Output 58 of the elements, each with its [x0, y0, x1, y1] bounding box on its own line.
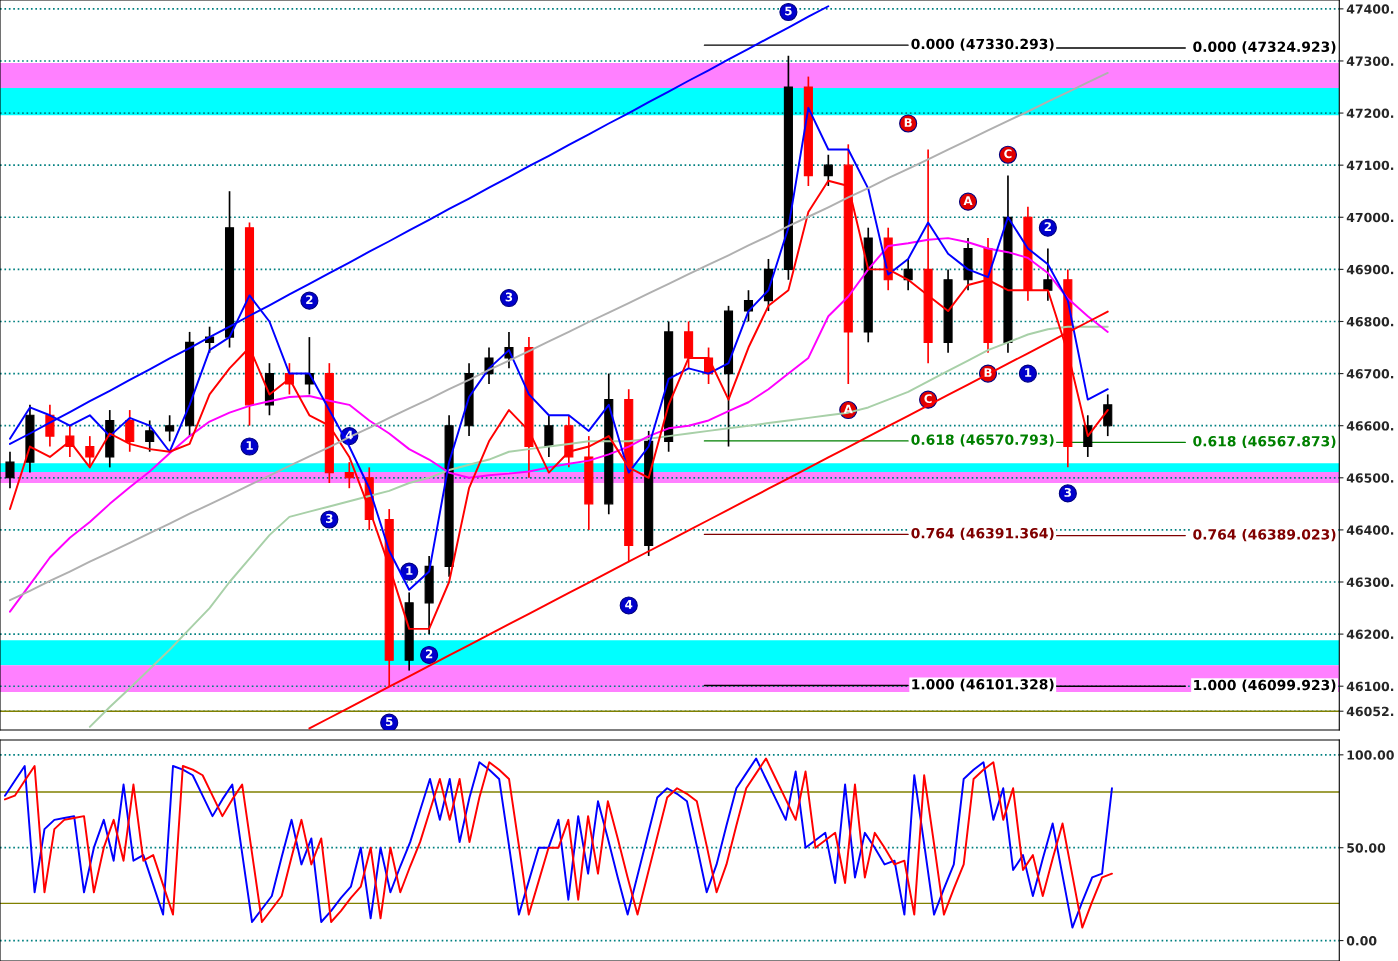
annotation: 2 [1044, 222, 1051, 231]
y-tick-label: 46900. [1346, 264, 1394, 275]
ref-line-label: 1.000 (46099.923) [1194, 679, 1336, 692]
y-tick-label: 50.00 [1347, 843, 1386, 853]
y-tick-label: 46300. [1346, 577, 1394, 587]
ref-line-label: 0.000 (47324.923) [1193, 41, 1336, 54]
candlestick [145, 419, 155, 453]
annotation: A [963, 196, 973, 205]
annotation: 5 [785, 6, 792, 16]
annotation: 2 [306, 295, 313, 304]
y-tick-label: 47200. [1346, 108, 1394, 118]
y-tick-label: 46052. [1346, 706, 1394, 717]
annotation: 3 [1064, 487, 1071, 497]
ref-line-label: 0.764 (46389.023) [1193, 528, 1336, 542]
ref-line-label: 1.000 (46101.328) [912, 678, 1054, 692]
candlestick [65, 424, 75, 458]
annotation: 5 [386, 717, 393, 727]
y-tick-label: 47400. [1346, 4, 1394, 14]
annotation: 4 [625, 600, 633, 609]
y-tick-label: 47300. [1346, 56, 1394, 66]
line-series [3, 757, 1113, 929]
annotation: 1 [406, 566, 413, 575]
annotation: B [904, 118, 912, 127]
annotation: 1 [1025, 368, 1032, 377]
candlestick [165, 414, 175, 443]
candlestick [125, 409, 135, 453]
candlestick [5, 450, 15, 490]
annotation: 2 [425, 649, 433, 659]
y-tick-label: 46400. [1346, 525, 1394, 535]
annotation: B [984, 368, 992, 377]
candlestick [743, 289, 754, 323]
annotation: C [924, 394, 932, 404]
y-tick-label: 0.00 [1346, 936, 1377, 946]
y-tick-label: 47100. [1346, 160, 1394, 171]
ref-line-label: 0.000 (47330.293) [911, 38, 1054, 51]
y-tick-label: 46500. [1346, 473, 1394, 483]
annotation: 3 [505, 292, 513, 302]
annotation: A [843, 404, 853, 414]
y-tick-label: 46800. [1346, 316, 1394, 327]
ref-line-label: 0.618 (46567.873) [1193, 435, 1336, 449]
y-tick-label: 46700. [1346, 369, 1394, 379]
candlestick [1103, 393, 1113, 437]
y-tick-label: 47000. [1346, 212, 1394, 223]
candlestick [823, 153, 833, 187]
y-tick-label: 100.00 [1347, 750, 1394, 760]
y-tick-label: 46600. [1346, 421, 1394, 431]
candlestick [1043, 247, 1053, 302]
ref-line-label: 0.764 (46391.364) [911, 527, 1054, 541]
ref-line-label: 0.618 (46570.793) [911, 434, 1054, 447]
candlestick [544, 414, 554, 458]
annotation: 3 [326, 513, 333, 523]
annotation: C [1004, 149, 1012, 159]
annotation: 1 [246, 441, 253, 450]
y-tick-label: 46100. [1346, 681, 1394, 692]
candlestick [344, 461, 354, 490]
line-series [9, 237, 1109, 613]
y-tick-label: 46200. [1346, 629, 1394, 640]
line-series [88, 325, 1109, 728]
